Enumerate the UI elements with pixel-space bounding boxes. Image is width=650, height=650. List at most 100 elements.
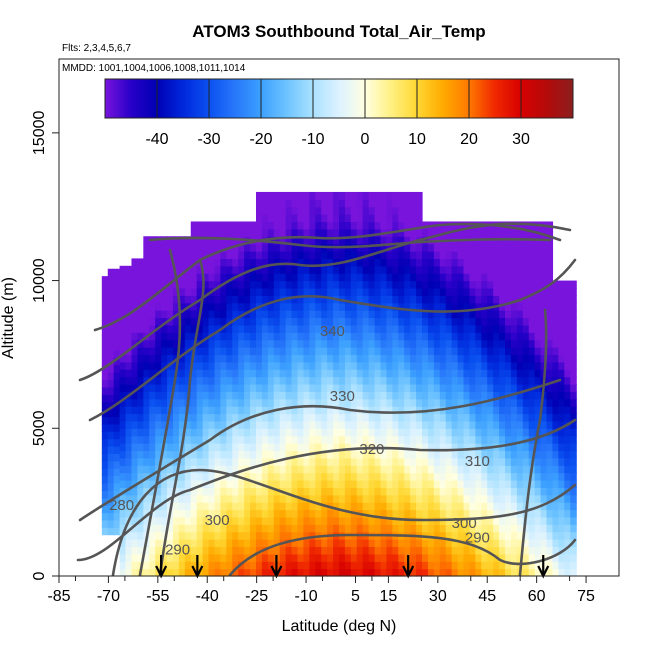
heatmap-cell: [232, 361, 239, 370]
heatmap-cell: [439, 295, 447, 304]
heatmap-cell: [546, 324, 554, 333]
heatmap-cell: [475, 302, 482, 311]
heatmap-cell: [570, 302, 577, 311]
heatmap-cell: [178, 347, 186, 356]
heatmap-cell: [380, 450, 388, 459]
heatmap-cell: [149, 376, 156, 385]
heatmap-cell: [487, 251, 494, 260]
heatmap-cell: [356, 472, 364, 481]
heatmap-cell: [202, 369, 210, 378]
heatmap-cell: [350, 465, 358, 474]
heatmap-cell: [238, 406, 245, 415]
heatmap-cell: [267, 435, 275, 444]
heatmap-cell: [161, 258, 168, 267]
heatmap-cell: [333, 221, 340, 230]
heatmap-cell: [350, 539, 358, 548]
heatmap-cell: [499, 339, 506, 348]
heatmap-cell: [161, 339, 168, 348]
heatmap-cell: [516, 413, 524, 422]
heatmap-cell: [487, 406, 494, 415]
heatmap-cell: [155, 361, 162, 370]
heatmap-cell: [149, 265, 156, 274]
heatmap-cell: [510, 228, 518, 237]
heatmap-cell: [161, 236, 168, 245]
heatmap-cell: [339, 487, 346, 496]
colorbar-swatch: [167, 79, 171, 118]
colorbar-swatch: [359, 79, 363, 118]
heatmap-cell: [202, 354, 210, 363]
heatmap-cell: [119, 420, 127, 429]
heatmap-cell: [505, 347, 512, 356]
heatmap-cell: [113, 298, 121, 307]
heatmap-cell: [303, 472, 310, 481]
heatmap-cell: [178, 479, 186, 488]
heatmap-cell: [463, 317, 471, 326]
heatmap-cell: [516, 228, 524, 237]
heatmap-cell: [368, 214, 376, 223]
heatmap-cell: [487, 568, 494, 577]
heatmap-cell: [238, 332, 245, 341]
heatmap-cell: [540, 228, 548, 237]
heatmap-cell: [113, 372, 121, 381]
heatmap-cell: [279, 420, 287, 429]
heatmap-cell: [167, 420, 174, 429]
heatmap-cell: [107, 350, 115, 358]
heatmap-cell: [564, 546, 571, 555]
heatmap-cell: [469, 383, 476, 392]
heatmap-cell: [528, 310, 536, 319]
heatmap-cell: [350, 347, 358, 356]
heatmap-cell: [368, 236, 376, 245]
heatmap-cell: [445, 339, 453, 348]
heatmap-cell: [155, 302, 162, 311]
heatmap-cell: [427, 287, 435, 296]
heatmap-cell: [125, 265, 133, 274]
heatmap-cell: [137, 339, 144, 348]
heatmap-cell: [279, 251, 287, 260]
heatmap-cell: [309, 383, 316, 392]
heatmap-cell: [101, 490, 109, 499]
heatmap-cell: [190, 406, 198, 415]
heatmap-cell: [244, 546, 251, 555]
colorbar-swatch: [375, 79, 379, 118]
colorbar-swatch: [133, 79, 137, 118]
heatmap-cell: [167, 354, 174, 363]
heatmap-cell: [475, 287, 482, 296]
heatmap-cell: [505, 369, 512, 378]
heatmap-cell: [113, 386, 121, 395]
heatmap-cell: [232, 561, 239, 570]
heatmap-cell: [261, 302, 269, 311]
heatmap-cell: [433, 273, 441, 282]
heatmap-cell: [469, 450, 476, 459]
heatmap-cell: [481, 310, 488, 319]
heatmap-cell: [214, 273, 222, 282]
heatmap-cell: [172, 539, 180, 548]
heatmap-cell: [285, 258, 293, 267]
heatmap-cell: [463, 251, 471, 260]
heatmap-cell: [155, 295, 162, 304]
heatmap-cell: [149, 347, 156, 356]
heatmap-cell: [190, 472, 198, 481]
heatmap-cell: [558, 502, 565, 511]
heatmap-cell: [540, 428, 548, 437]
heatmap-cell: [416, 199, 423, 208]
heatmap-cell: [433, 295, 441, 304]
heatmap-cell: [137, 295, 144, 304]
heatmap-cell: [534, 546, 542, 555]
heatmap-cell: [386, 435, 393, 444]
heatmap-cell: [427, 280, 435, 289]
heatmap-cell: [196, 502, 204, 511]
colorbar-swatch: [502, 79, 506, 118]
heatmap-cell: [315, 324, 322, 333]
heatmap-cell: [202, 457, 210, 466]
heatmap-cell: [558, 450, 565, 459]
heatmap-cell: [184, 531, 192, 540]
heatmap-cell: [285, 561, 293, 570]
heatmap-cell: [172, 413, 180, 422]
colorbar-tick-label: -40: [145, 131, 168, 148]
heatmap-cell: [285, 472, 293, 481]
heatmap-cell: [172, 494, 180, 503]
colorbar-swatch: [549, 79, 553, 118]
heatmap-cell: [422, 428, 429, 437]
heatmap-cell: [386, 214, 393, 223]
colorbar-swatch: [190, 79, 194, 118]
